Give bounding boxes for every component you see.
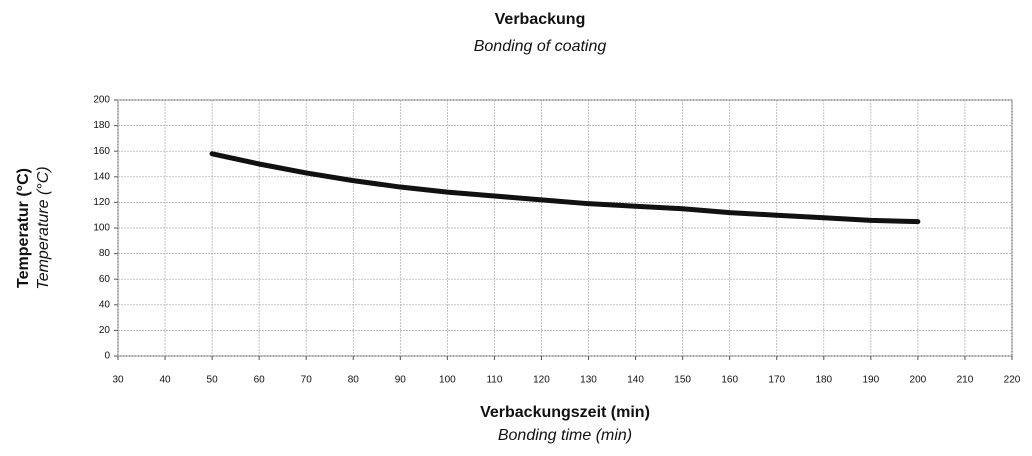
- y-tick-label: 20: [99, 325, 111, 336]
- x-tick-label: 170: [768, 375, 785, 386]
- y-tick-label: 80: [99, 248, 111, 259]
- y-tick-label: 0: [104, 351, 110, 362]
- y-tick-label: 60: [99, 274, 111, 285]
- y-tick-label: 100: [93, 223, 110, 234]
- y-tick-label: 160: [93, 146, 110, 157]
- x-tick-label: 90: [395, 375, 407, 386]
- y-tick-label: 180: [93, 120, 110, 131]
- x-tick-label: 110: [486, 375, 502, 386]
- data-line: [209, 151, 921, 225]
- y-tick-label: 200: [93, 95, 110, 106]
- x-tick-label: 190: [862, 375, 879, 386]
- x-axis-label: Bonding time (min): [498, 427, 632, 444]
- x-tick-label: 210: [957, 375, 974, 386]
- x-tick-label: 220: [1004, 375, 1021, 386]
- x-tick-label: 50: [207, 375, 219, 386]
- x-tick-label: 160: [721, 375, 738, 386]
- x-tick-label: 150: [674, 375, 691, 386]
- x-tick-label: 30: [112, 375, 124, 386]
- y-axis-label: Temperatur (°C): [15, 168, 32, 288]
- x-tick-label: 60: [254, 375, 266, 386]
- chart-subtitle: Bonding of coating: [474, 38, 607, 55]
- y-tick-label: 40: [99, 299, 111, 310]
- y-tick-label: 140: [93, 171, 110, 182]
- chart-title: Verbackung: [495, 11, 586, 28]
- x-tick-label: 130: [580, 375, 597, 386]
- x-tick-label: 120: [533, 375, 550, 386]
- y-axis-label: Temperature (°C): [35, 166, 52, 289]
- y-tick-label: 120: [93, 197, 110, 208]
- x-tick-label: 80: [348, 375, 360, 386]
- x-tick-label: 180: [815, 375, 832, 386]
- x-tick-label: 70: [301, 375, 313, 386]
- x-tick-label: 140: [627, 375, 644, 386]
- x-tick-label: 100: [439, 375, 456, 386]
- x-tick-label: 40: [159, 375, 171, 386]
- x-axis-label: Verbackungszeit (min): [480, 404, 650, 421]
- x-tick-label: 200: [910, 375, 927, 386]
